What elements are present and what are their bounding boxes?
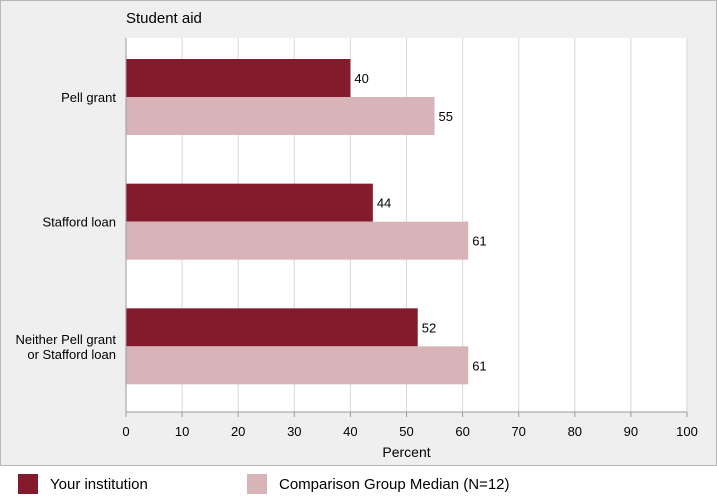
x-tick-label-30: 30 — [287, 424, 301, 439]
legend-item-comparison-group: Comparison Group Median (N=12) — [247, 474, 510, 494]
bar-your-institution-2 — [126, 308, 418, 347]
legend-swatch-comparison-group — [247, 474, 267, 494]
chart-title: Student aid — [126, 10, 202, 27]
legend: Your institution Comparison Group Median… — [0, 465, 717, 500]
data-label-comparison-0: 55 — [439, 109, 453, 124]
legend-label-your-institution: Your institution — [50, 475, 148, 493]
bar-your-institution-0 — [126, 59, 351, 97]
x-tick-label-90: 90 — [624, 424, 638, 439]
bar-comparison-1 — [126, 221, 469, 260]
x-tick-label-70: 70 — [511, 424, 525, 439]
category-label-line: Pell grant — [61, 90, 116, 105]
data-label-your-institution-0: 40 — [354, 71, 368, 86]
x-axis-title: Percent — [382, 444, 430, 460]
legend-item-your-institution: Your institution — [18, 474, 148, 494]
category-label-0: Pell grant — [61, 90, 116, 105]
data-label-your-institution-2: 52 — [422, 320, 436, 335]
legend-label-comparison-group: Comparison Group Median (N=12) — [279, 475, 510, 493]
bar-comparison-2 — [126, 346, 469, 385]
x-tick-label-40: 40 — [343, 424, 357, 439]
bar-comparison-0 — [126, 97, 435, 135]
category-label-1: Stafford loan — [43, 215, 116, 230]
category-label-line: Stafford loan — [43, 215, 116, 230]
x-tick-label-80: 80 — [568, 424, 582, 439]
x-tick-label-0: 0 — [122, 424, 129, 439]
x-tick-label-20: 20 — [231, 424, 245, 439]
x-tick-label-10: 10 — [175, 424, 189, 439]
category-label-line: or Stafford loan — [27, 347, 116, 362]
data-label-your-institution-1: 44 — [377, 196, 391, 211]
category-label-2: Neither Pell grant or Stafford loan — [16, 332, 117, 362]
data-label-comparison-1: 61 — [472, 234, 486, 249]
x-tick-label-100: 100 — [676, 424, 698, 439]
category-label-line: Neither Pell grant — [16, 332, 117, 347]
legend-swatch-your-institution — [18, 474, 38, 494]
bar-your-institution-1 — [126, 183, 373, 222]
data-label-comparison-2: 61 — [472, 358, 486, 373]
x-tick-label-50: 50 — [399, 424, 413, 439]
x-tick-label-60: 60 — [455, 424, 469, 439]
